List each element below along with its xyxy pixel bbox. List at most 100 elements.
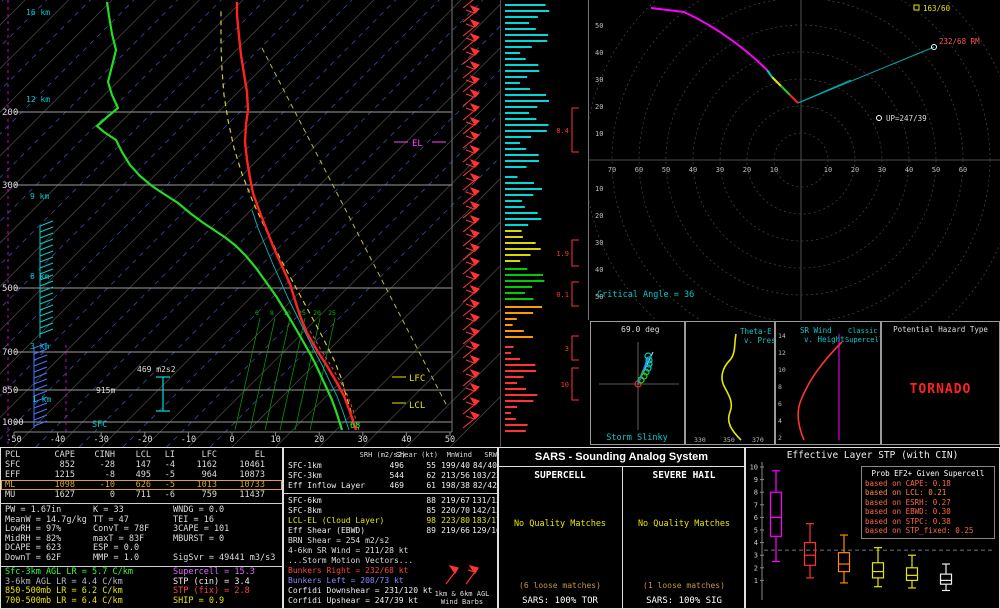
- svg-text:9: 9: [754, 476, 758, 484]
- agl-barb-block: 1km & 6km AGL Wind Barbs: [429, 560, 495, 606]
- svg-text:50: 50: [662, 166, 670, 174]
- sars-result: SARS: 100% SIG: [625, 596, 743, 606]
- stp-legend-line: based on LCL: 0.21: [865, 488, 991, 498]
- svg-text:20: 20: [314, 435, 324, 445]
- sfc-temp-label: 68: [350, 421, 360, 431]
- svg-text:700: 700: [2, 348, 18, 358]
- svg-text:20: 20: [851, 166, 859, 174]
- downdraft-parcel-trace: [262, 48, 448, 408]
- sars-loose-matches[interactable]: (1 loose matches): [625, 581, 743, 590]
- svg-text:30: 30: [595, 76, 603, 84]
- sars-supercell-column: SUPERCELL No Quality Matches (6 loose ma…: [501, 470, 619, 606]
- svg-text:3 km: 3 km: [30, 342, 49, 351]
- sfc-label: SFC: [92, 420, 107, 430]
- pressure-axis-labels: 2003005007008501000: [2, 108, 24, 428]
- upshear-marker[interactable]: [877, 116, 882, 121]
- thetae-title-2: v. Pres: [744, 336, 774, 345]
- svg-text:0.1: 0.1: [556, 291, 569, 299]
- svg-text:-50: -50: [6, 435, 21, 445]
- svg-text:2: 2: [778, 434, 782, 442]
- srwind-annotation-2: Supercell: [845, 336, 880, 344]
- boxplot-box6: [941, 564, 952, 590]
- srwind-curve: [798, 342, 842, 440]
- parcel-row-ml[interactable]: ML1098-10626-5101310733: [1, 480, 282, 490]
- esrh-label: 469 m2s2: [137, 365, 176, 374]
- thermo-panel[interactable]: PCLCAPECINHLCLLILFCELSFC852-28147-411621…: [0, 447, 283, 609]
- hazard-value: TORNADO: [882, 382, 999, 397]
- kinematics-panel[interactable]: SRH (m2/s2) Shear (kt) MnWind SRW SFC-1k…: [283, 447, 498, 609]
- svg-text:6: 6: [754, 514, 758, 522]
- svg-text:20: 20: [313, 309, 321, 317]
- svg-text:40: 40: [905, 166, 913, 174]
- thetae-panel[interactable]: Theta-E v. Pres 330350370: [685, 321, 775, 445]
- boxplot-box3: [839, 535, 850, 583]
- svg-text:10: 10: [561, 381, 569, 389]
- svg-text:10: 10: [824, 166, 832, 174]
- svg-text:8: 8: [270, 309, 274, 317]
- srwind-height-labels: 1412108642: [778, 332, 786, 442]
- svg-text:10: 10: [595, 130, 603, 138]
- parcel-row-mu[interactable]: MU16270711-675911437: [1, 490, 282, 500]
- svg-text:10: 10: [270, 435, 280, 445]
- svg-text:40: 40: [595, 49, 603, 57]
- critical-angle-line-2: [798, 80, 851, 103]
- svg-text:14: 14: [778, 332, 786, 340]
- thetae-title-1: Theta-E: [740, 327, 772, 336]
- slinky-rings: [635, 353, 652, 387]
- isobar-lines: [14, 112, 452, 422]
- svg-text:6: 6: [255, 309, 259, 317]
- sars-panel[interactable]: SARS - Sounding Analog System SUPERCELL …: [498, 447, 745, 609]
- svg-text:3: 3: [754, 552, 758, 560]
- svg-text:4: 4: [754, 539, 758, 547]
- hodo-trace-0-3km: [790, 95, 798, 103]
- sars-title: SARS - Sounding Analog System: [499, 448, 744, 467]
- stp-panel[interactable]: Effective Layer STP (with CIN) 109876543…: [745, 447, 1000, 609]
- svg-text:200: 200: [2, 108, 18, 118]
- hodo-trace-3-6km: [781, 86, 790, 95]
- storm-slinky-panel[interactable]: 69.0 deg Storm Slinky: [590, 321, 685, 445]
- parcel-row-sfc[interactable]: SFC852-28147-4116210461: [1, 460, 282, 470]
- svg-text:20: 20: [595, 103, 603, 111]
- srwind-panel[interactable]: 1412108642 SR Wind v. Height Classic Sup…: [775, 321, 881, 445]
- wind-speed-bars: [505, 4, 549, 432]
- svg-text:3: 3: [565, 345, 569, 353]
- skewt-panel[interactable]: 6810152025 -50-40-30-20-1001020304050 20…: [0, 0, 500, 447]
- svg-text:40: 40: [401, 435, 411, 445]
- svg-text:8.4: 8.4: [556, 127, 569, 135]
- svg-text:1.9: 1.9: [556, 250, 569, 258]
- stp-legend-line: based on STP_fixed: 0.25: [865, 526, 991, 536]
- svg-text:-10: -10: [181, 435, 196, 445]
- parcel-row-eff[interactable]: EFF1215-8495-596410873: [1, 470, 282, 480]
- wind-speed-strip[interactable]: 8.4 1.9 0.1 3 10: [500, 0, 589, 447]
- height-labels: 16 km12 km9 km6 km3 km1 km: [26, 8, 51, 404]
- svg-text:350: 350: [723, 436, 735, 444]
- low-level-wind-barbs: [34, 343, 47, 428]
- el-label: EL: [412, 139, 423, 149]
- hazard-panel[interactable]: Potential Hazard Type TORNADO: [881, 321, 1000, 445]
- hazard-title: Potential Hazard Type: [882, 325, 999, 334]
- svg-text:2: 2: [754, 564, 758, 572]
- stat-line: DownT = 62F: [5, 554, 87, 564]
- svg-text:10: 10: [750, 464, 758, 472]
- srwind-title-1: SR Wind: [800, 326, 832, 335]
- stat-line: MBURST = 0: [173, 535, 275, 545]
- shear-row: SFC-6km88219/67131/15: [284, 496, 498, 506]
- hodo-trace-6-9km: [772, 77, 781, 86]
- svg-text:330: 330: [694, 436, 706, 444]
- svg-text:1 km: 1 km: [32, 395, 51, 404]
- mixing-ratio-lines: 6810152025: [235, 309, 336, 430]
- svg-text:12 km: 12 km: [26, 95, 50, 104]
- sars-loose-matches[interactable]: (6 loose matches): [501, 581, 619, 590]
- svg-text:1000: 1000: [2, 418, 24, 428]
- svg-text:500: 500: [2, 284, 18, 294]
- sharppy-window: 6810152025 -50-40-30-20-1001020304050 20…: [0, 0, 1000, 609]
- svg-text:30: 30: [878, 166, 886, 174]
- hodograph-panel[interactable]: 7060504030201010203040506050403020101020…: [588, 0, 1000, 320]
- composite-index-list: Supercell = 15.3STP (cin) = 3.4STP (fix)…: [173, 568, 255, 606]
- svg-text:30: 30: [358, 435, 368, 445]
- svg-text:850: 850: [2, 386, 18, 396]
- shear-row: SFC-1km49655199/4084/40: [284, 461, 498, 471]
- svg-text:70: 70: [608, 166, 616, 174]
- svg-text:9 km: 9 km: [30, 192, 49, 201]
- svg-text:5: 5: [754, 527, 758, 535]
